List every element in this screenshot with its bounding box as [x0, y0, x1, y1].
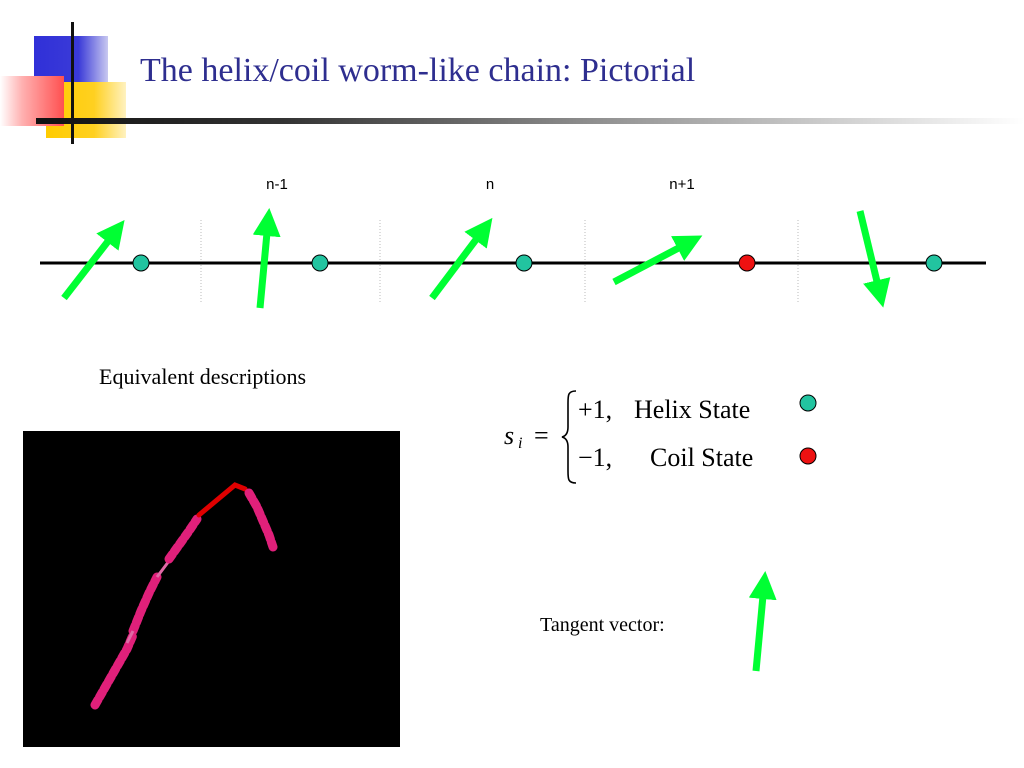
- tangent-arrow-3: [429, 217, 493, 301]
- chain-diagram: [40, 208, 986, 309]
- coil-value: −1,: [578, 443, 613, 472]
- tangent-vector-arrow: [748, 571, 777, 672]
- coil-legend-dot: [799, 447, 817, 465]
- helix-legend-dot: [799, 394, 817, 412]
- helix-state-label: Helix State: [634, 395, 751, 424]
- tangent-arrow-4: [612, 235, 703, 286]
- tangent-arrow-1: [61, 219, 125, 301]
- equivalent-descriptions-label: Equivalent descriptions: [99, 364, 307, 389]
- state-node-helix: [132, 254, 150, 272]
- node-label-n-minus-1: n-1: [266, 176, 288, 193]
- node-label-n: n: [485, 176, 495, 193]
- state-legend-dots: [799, 394, 817, 465]
- state-node-coil: [738, 254, 756, 272]
- title-underline: [36, 118, 1024, 124]
- helix-value: +1,: [578, 395, 613, 424]
- helix-coil-molecule-image: [90, 482, 278, 710]
- tangent-arrow-2: [252, 208, 281, 309]
- slide-title: The helix/coil worm-like chain: Pictoria…: [140, 52, 696, 89]
- state-node-helix: [311, 254, 329, 272]
- equation-lhs: s: [504, 421, 515, 450]
- tangent-vector-label: Tangent vector:: [540, 614, 665, 636]
- equation-brace: [561, 390, 577, 484]
- coil-state-label: Coil State: [650, 443, 754, 472]
- molecule-render-panel: [23, 431, 400, 747]
- equation-subscript: i: [518, 435, 523, 452]
- equation-equals: =: [534, 421, 549, 450]
- corner-vertical-line: [71, 22, 74, 144]
- state-node-helix: [925, 254, 943, 272]
- state-equation: s i = +1, Helix State −1, Coil State: [490, 385, 830, 490]
- state-node-helix: [515, 254, 533, 272]
- corner-red-bar: [0, 76, 64, 126]
- node-label-n-plus-1: n+1: [669, 176, 695, 193]
- tangent-arrow-5: [856, 210, 891, 308]
